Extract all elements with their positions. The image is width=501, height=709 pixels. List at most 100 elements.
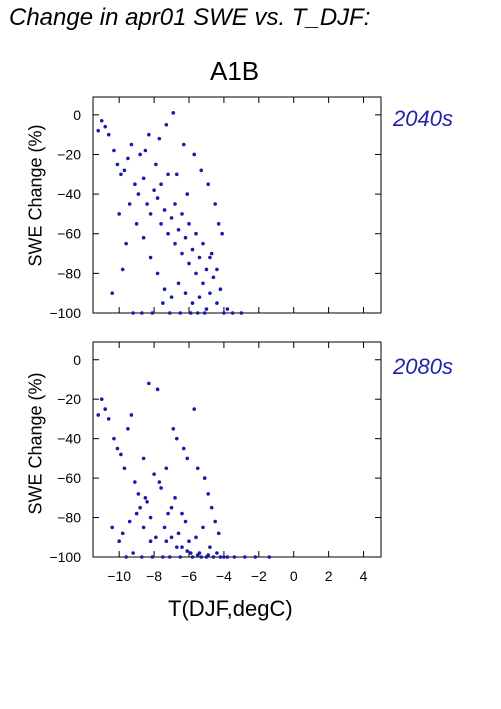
data-point (169, 216, 174, 220)
data-point (180, 251, 184, 256)
data-point (208, 545, 212, 549)
data-point (183, 235, 188, 240)
data-point (96, 128, 101, 133)
data-point (150, 311, 155, 315)
data-point (106, 417, 111, 421)
data-point (161, 301, 165, 305)
data-point (225, 555, 230, 559)
data-point (159, 486, 163, 490)
data-point (168, 555, 172, 559)
x-tick-label: 4 (360, 568, 368, 584)
data-point (209, 251, 214, 256)
data-point (216, 222, 221, 226)
data-point (176, 227, 181, 232)
data-point (197, 295, 202, 299)
period-label-2080s: 2080s (393, 354, 453, 379)
panel-2040s: 0 −20 −40 −60 −80 −100 (49, 96, 382, 321)
data-point (218, 287, 223, 292)
data-point (178, 555, 183, 559)
data-point (162, 287, 167, 292)
data-point (166, 231, 170, 236)
plot-frame (92, 341, 382, 558)
data-point (131, 551, 135, 555)
data-point (148, 212, 153, 216)
data-point (159, 182, 163, 186)
data-point (117, 212, 121, 216)
data-point (178, 311, 183, 315)
data-point (145, 499, 149, 504)
data-point (143, 496, 148, 500)
data-point (126, 426, 130, 431)
data-point (148, 515, 153, 520)
data-point (188, 551, 193, 555)
data-point (141, 235, 146, 240)
data-point (204, 267, 209, 272)
data-point (204, 307, 209, 311)
data-point (190, 301, 195, 305)
data-point (155, 387, 160, 392)
data-point (119, 172, 123, 177)
data-point (230, 311, 235, 315)
data-point (192, 407, 197, 411)
data-point (232, 555, 237, 559)
data-point (267, 555, 272, 559)
data-point (243, 555, 247, 559)
data-point (213, 519, 217, 524)
data-point (201, 525, 205, 530)
data-point (162, 525, 167, 530)
data-point (171, 426, 176, 431)
data-point (115, 162, 120, 167)
data-point (222, 311, 226, 315)
data-point (141, 176, 146, 181)
plot-frame (92, 96, 382, 314)
data-point (133, 182, 137, 186)
data-point (119, 452, 123, 457)
data-point (187, 222, 191, 226)
data-point (176, 531, 181, 536)
data-point (187, 539, 191, 544)
data-point (140, 555, 144, 559)
data-point (181, 142, 186, 147)
y-tick-label: 0 (73, 107, 81, 123)
data-point (141, 456, 146, 461)
data-point (168, 311, 172, 315)
x-tick-label: −6 (181, 568, 197, 584)
data-point (112, 436, 116, 441)
data-point (155, 196, 160, 200)
data-point (120, 267, 125, 272)
data-point (136, 192, 141, 196)
data-point (140, 311, 144, 315)
data-point (183, 519, 188, 524)
data-point (136, 492, 141, 496)
data-point (188, 311, 193, 315)
data-point (216, 531, 221, 536)
data-point (124, 241, 128, 246)
data-point (169, 535, 174, 540)
data-point (194, 271, 198, 276)
data-point (103, 407, 108, 411)
data-point (185, 549, 190, 553)
panel-2080s: 0−20−40−60−80−100−10 −8 −6 −4 −2 0 2 4 (49, 341, 382, 584)
data-point (174, 545, 179, 549)
data-point (218, 555, 223, 559)
data-point (211, 275, 216, 280)
data-point (180, 511, 184, 516)
data-point (157, 136, 162, 141)
data-point (209, 505, 214, 510)
y-tick-label: −100 (49, 305, 81, 321)
data-point (110, 291, 114, 295)
x-tick-label: −10 (107, 568, 131, 584)
data-point (138, 152, 142, 157)
x-tick-label: 0 (290, 568, 298, 584)
data-point (129, 413, 134, 417)
figure-title: Change in apr01 SWE vs. T_DJF: (9, 4, 371, 31)
data-point (138, 505, 142, 510)
y-tick-label: −80 (57, 265, 81, 281)
data-point (103, 124, 108, 129)
data-point (131, 311, 135, 315)
data-point (181, 446, 186, 451)
y-tick-label: −100 (49, 549, 81, 565)
data-point (147, 381, 151, 386)
data-point (183, 291, 188, 295)
